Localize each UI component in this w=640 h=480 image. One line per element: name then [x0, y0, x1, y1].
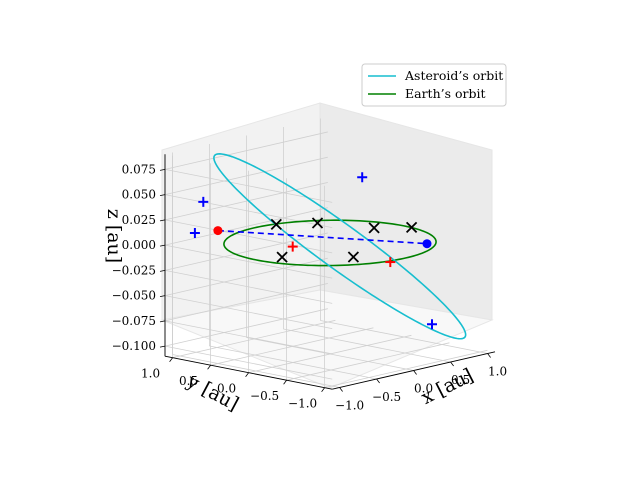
markers: [189, 172, 437, 330]
z-tick-mark: [159, 219, 166, 222]
x-tick-mark: [376, 378, 380, 384]
floor-gridline-y: [286, 342, 450, 381]
floor-gridline-y: [324, 349, 488, 389]
legend: Asteroid’s orbit Earth’s orbit: [361, 63, 507, 107]
blue-plus-marker: [357, 172, 368, 183]
z-axis-label: z [au]: [103, 209, 125, 263]
tick-labels: −1.0 −0.5 0.0 0.5 1.0 −1.0 −0.5 0.0 0.5 1.0 −0.100…: [112, 162, 508, 412]
x-tick-label: −0.5: [372, 390, 401, 404]
x-tick-label: 1.0: [488, 365, 507, 379]
black-x-marker-b: [276, 251, 288, 263]
y-tick-mark: [245, 372, 249, 377]
z-tick-label: 0.025: [122, 213, 156, 227]
pane-left-face: [161, 102, 321, 321]
y-tick-label: 0.0: [217, 382, 236, 396]
black-x-marker-b: [368, 222, 380, 234]
connector-dashed-line: [217, 229, 428, 245]
blue-dot-marker: [422, 239, 432, 249]
pane-left: [161, 102, 321, 321]
asteroid-orbit-line: [213, 153, 467, 340]
z-tick-label: −0.050: [112, 289, 156, 303]
x-tick-mark: [413, 370, 417, 375]
z-tick-mark: [159, 194, 166, 196]
x-tick-mark: [450, 361, 454, 367]
z-tick-mark: [159, 269, 166, 272]
red-dot-marker: [213, 226, 223, 236]
black-x-marker: [270, 218, 282, 231]
black-x-marker: [368, 222, 380, 234]
red-plus-marker: [385, 257, 396, 268]
z-tick-mark: [159, 244, 166, 247]
pane-right-face: [319, 102, 493, 321]
legend-label-earth: Earth’s orbit: [405, 86, 486, 101]
x-tick-label: −1.0: [335, 399, 364, 413]
y-tick-label: 0.5: [179, 374, 198, 388]
pane-floor-face: [160, 289, 494, 389]
red-plus-marker: [287, 241, 298, 252]
y-tick-mark: [207, 364, 211, 370]
black-x-marker-b: [347, 251, 360, 263]
floor-gridline-y: [248, 334, 412, 374]
y-tick-mark: [283, 379, 287, 385]
black-x-marker-b: [311, 217, 324, 229]
z-tick-label: −0.025: [112, 263, 156, 277]
y-tick-label: −0.5: [250, 389, 279, 403]
z-tick-label: 0.000: [122, 238, 156, 252]
z-tick-label: −0.100: [112, 339, 156, 353]
z-tick-label: −0.075: [112, 314, 156, 328]
black-x-marker: [405, 221, 418, 234]
floor-gridline-y: [172, 319, 336, 359]
earth-orbit-line: [223, 219, 437, 267]
black-x-marker: [347, 251, 360, 263]
x-tick-label: 0.5: [451, 373, 470, 387]
orbit-lines: [213, 153, 467, 340]
y-tick-label: −1.0: [288, 397, 317, 411]
z-tick-label: 0.075: [122, 162, 156, 176]
x-tick-label: 0.0: [414, 382, 433, 396]
z-tick-mark: [159, 168, 166, 171]
pane-floor: [160, 289, 494, 389]
z-tick-label: 0.050: [122, 188, 156, 202]
blue-plus-marker: [198, 196, 209, 207]
z-tick-mark: [159, 345, 166, 348]
z-tick-mark: [159, 295, 166, 297]
blue-plus-marker: [189, 228, 200, 238]
floor-gridline-y: [210, 327, 374, 366]
black-x-marker: [311, 217, 324, 229]
legend-box: [361, 63, 507, 107]
y-tick-label: 1.0: [141, 367, 160, 381]
black-x-marker-b: [405, 221, 418, 234]
black-x-marker: [276, 251, 288, 263]
y-tick-mark: [169, 357, 173, 362]
legend-label-asteroid: Asteroid’s orbit: [404, 68, 503, 83]
y-axis-label: y [au]: [182, 370, 242, 416]
z-tick-mark: [159, 320, 166, 323]
x-tick-mark: [339, 387, 343, 392]
black-x-marker-b: [270, 218, 282, 231]
blue-plus-marker: [427, 319, 437, 330]
pane-right: [319, 102, 493, 321]
x-axis-label: x [au]: [418, 364, 477, 409]
x-tick-mark: [487, 353, 491, 358]
y-tick-mark: [321, 387, 325, 392]
